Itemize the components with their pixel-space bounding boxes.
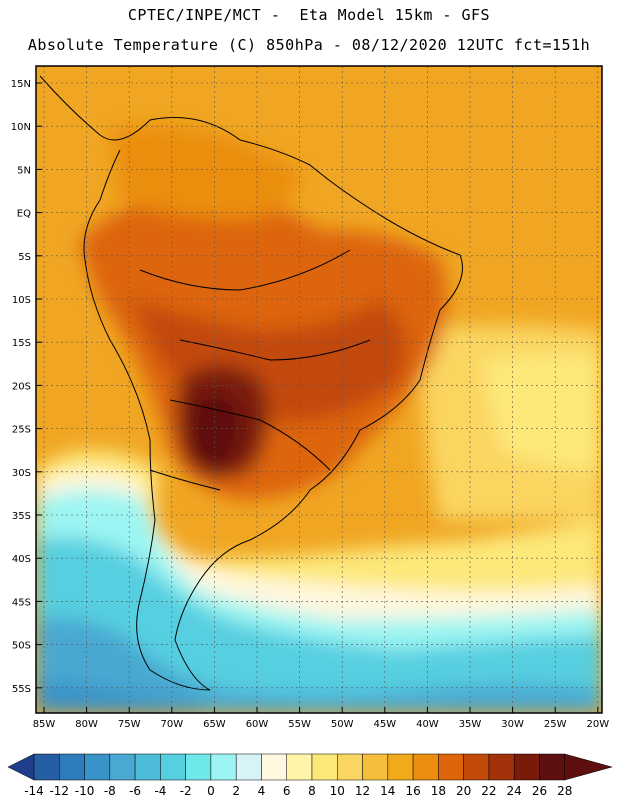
colorbar-swatch [438,753,464,781]
coastlines [39,75,463,691]
lat-label: 5S [18,252,31,263]
colorbar-tick-label: -14 [24,784,44,798]
lon-label: 35W [459,719,482,730]
colorbar-swatch [412,753,439,781]
colorbar-swatch [59,753,85,781]
colorbar-tick-label: 10 [330,784,345,798]
colorbar-swatch [311,753,338,781]
colorbar-swatch [33,753,60,781]
colorbar-tick-label: -6 [129,784,141,798]
colorbar-tick-label: 6 [283,784,291,798]
lat-label: 15N [11,79,31,90]
colorbar-swatch [134,753,161,781]
colorbar-swatch [387,753,414,781]
lon-label: 65W [203,719,226,730]
colorbar-swatch [362,753,389,781]
colorbar-swatch [235,753,262,781]
colorbar-tick-label: 0 [207,784,215,798]
temperature-field [36,66,602,713]
lat-label: 20S [12,381,31,392]
map-title-line-2: Absolute Temperature (C) 850hPa - 08/12/… [27,36,591,54]
colorbar-swatch [185,753,212,781]
colorbar-arrow-right [564,753,613,781]
map-title-line-1: CPTEC/INPE/MCT - Eta Model 15km - GFS [127,6,491,24]
lat-label: 25S [12,425,31,436]
lon-label: 85W [33,719,56,730]
lat-label: 40S [12,554,31,565]
colorbar-swatch [210,753,237,781]
lon-label: 45W [373,719,396,730]
colorbar-arrow-left [7,753,35,781]
colorbar-swatch [109,753,136,781]
lon-label: 75W [118,719,141,730]
colorbar-tick-label: 22 [481,784,496,798]
lon-label: 60W [246,719,269,730]
lat-label: 30S [12,468,31,479]
colorbar-tick-label: 14 [380,784,395,798]
colorbar-tick-label: 4 [258,784,266,798]
map-frame [35,65,603,714]
lon-label: 30W [501,719,524,730]
colorbar-swatch [513,753,540,781]
colorbar-swatch [286,753,313,781]
colorbar-tick-label: -4 [154,784,166,798]
colorbar-tick-label: 16 [405,784,420,798]
lat-label: 10S [12,295,31,306]
colorbar-tick-label: 8 [308,784,316,798]
lon-label: 50W [331,719,354,730]
colorbar-tick-label: 20 [456,784,471,798]
lat-label: 35S [12,511,31,522]
lat-label: 15S [12,338,31,349]
colorbar-swatch [261,753,287,781]
colorbar: -14 -12 -10 -8 -6 -4 -2 0 2 4 6 8 10 12 14 16 18 20 22 24 26… [7,753,613,798]
colorbar-swatch [463,753,490,781]
lat-label: EQ [17,209,31,220]
lon-label: 55W [288,719,311,730]
colorbar-tick-label: -8 [104,784,116,798]
colorbar-swatch [84,753,111,781]
colorbar-tick-label: 2 [232,784,240,798]
colorbar-tick-label: -2 [180,784,192,798]
lon-label: 80W [75,719,98,730]
colorbar-swatch [160,753,186,781]
colorbar-tick-label: 28 [557,784,572,798]
colorbar-swatch [337,753,363,781]
colorbar-tick-label: -10 [75,784,95,798]
colorbar-swatch [539,753,565,781]
lat-label: 55S [12,684,31,695]
lat-label: 5N [17,165,31,176]
colorbar-tick-label: -12 [49,784,69,798]
colorbar-swatch [488,753,515,781]
lat-label: 50S [12,641,31,652]
lon-label: 20W [586,719,609,730]
lon-label: 70W [160,719,183,730]
lat-label: 10N [11,122,31,133]
colorbar-tick-label: 12 [355,784,370,798]
lat-label: 45S [12,597,31,608]
colorbar-tick-label: 24 [507,784,522,798]
colorbar-tick-label: 18 [431,784,446,798]
lon-label: 25W [544,719,567,730]
colorbar-tick-label: 26 [532,784,547,798]
lon-label: 40W [416,719,439,730]
